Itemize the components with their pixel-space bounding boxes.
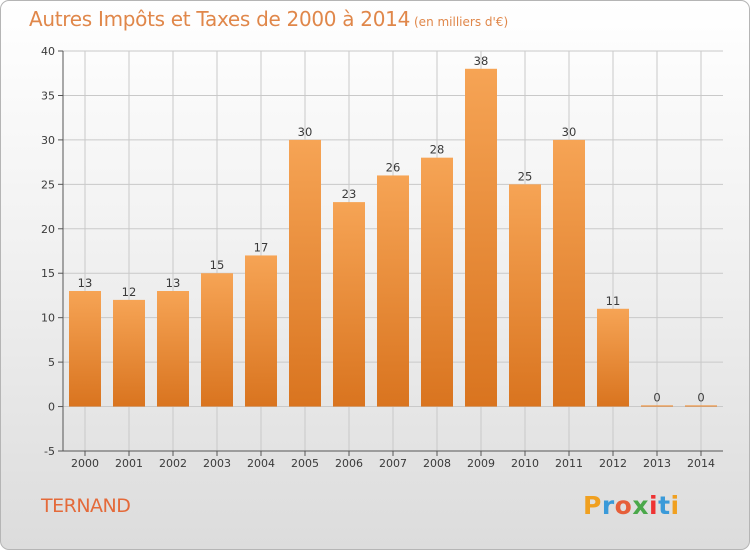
- value-label-2007: 26: [386, 160, 401, 174]
- bar-2014: [685, 405, 717, 407]
- value-label-2009: 38: [474, 54, 489, 68]
- logo-letter: x: [632, 491, 649, 520]
- x-tick-label: 2007: [379, 457, 407, 470]
- bar-2011: [553, 139, 585, 407]
- value-label-2012: 11: [606, 294, 621, 308]
- bars: [69, 68, 717, 407]
- bar-2004: [245, 255, 277, 407]
- y-tick-label: 25: [41, 178, 55, 191]
- value-label-2001: 12: [122, 285, 137, 299]
- chart-title-text: Autres Impôts et Taxes de 2000 à 2014: [29, 7, 410, 31]
- x-tick-label: 2001: [115, 457, 143, 470]
- logo-letter: t: [658, 491, 671, 520]
- bar-2005: [289, 139, 321, 407]
- bar-2013: [641, 405, 673, 407]
- y-tick-label: -5: [44, 445, 55, 458]
- x-tick-label: 2013: [643, 457, 671, 470]
- value-label-2004: 17: [254, 240, 269, 254]
- bar-2003: [201, 273, 233, 407]
- logo-letter: o: [614, 491, 633, 520]
- y-tick-label: 5: [48, 356, 55, 369]
- x-tick-label: 2008: [423, 457, 451, 470]
- bar-2007: [377, 175, 409, 407]
- value-label-2005: 30: [298, 125, 313, 139]
- value-label-2006: 23: [342, 187, 357, 201]
- x-tick-label: 2002: [159, 457, 187, 470]
- bar-2001: [113, 299, 145, 407]
- value-label-2000: 13: [78, 276, 93, 290]
- y-tick-label: 10: [41, 312, 55, 325]
- x-tick-label: 2010: [511, 457, 539, 470]
- logo-letter: i: [670, 491, 680, 520]
- logo-letter: P: [583, 491, 602, 520]
- bar-2010: [509, 184, 541, 407]
- bar-2008: [421, 157, 453, 407]
- bar-2002: [157, 291, 189, 407]
- y-tick-label: 0: [48, 401, 55, 414]
- x-tick-label: 2012: [599, 457, 627, 470]
- y-tick-label: 20: [41, 223, 55, 236]
- x-tick-label: 2005: [291, 457, 319, 470]
- chart-title-unit: (en milliers d'€): [414, 15, 509, 29]
- bar-2000: [69, 291, 101, 407]
- value-label-2010: 25: [518, 169, 533, 183]
- logo-letter: i: [649, 491, 659, 520]
- bar-2006: [333, 202, 365, 407]
- value-labels: 13 12 13 15 17 30 23 26 28 38 25 30 11 0 0: [78, 54, 705, 405]
- x-tick-label: 2004: [247, 457, 275, 470]
- logo-letter: r: [601, 491, 615, 520]
- y-tick-label: 35: [41, 89, 55, 102]
- x-tick-label: 2006: [335, 457, 363, 470]
- bar-2012: [597, 308, 629, 407]
- x-tick-label: 2000: [71, 457, 99, 470]
- x-tick-label: 2003: [203, 457, 231, 470]
- proxiti-logo: Proxiti: [583, 491, 680, 520]
- y-tick-label: 40: [41, 45, 55, 58]
- axes: -5 0 5 10 15 20 25 30 35 40 2000 2001 2002 2003 2004 20…: [41, 45, 723, 470]
- y-tick-label: 15: [41, 267, 55, 280]
- value-label-2014: 0: [697, 390, 704, 404]
- y-tick-label: 30: [41, 134, 55, 147]
- value-label-2003: 15: [210, 258, 225, 272]
- value-label-2002: 13: [166, 276, 181, 290]
- bar-2009: [465, 68, 497, 407]
- x-tick-label: 2011: [555, 457, 583, 470]
- value-label-2013: 0: [653, 390, 660, 404]
- x-tick-label: 2009: [467, 457, 495, 470]
- chart-title: Autres Impôts et Taxes de 2000 à 2014 (en…: [29, 7, 508, 31]
- value-label-2011: 30: [562, 125, 577, 139]
- x-tick-label: 2014: [687, 457, 715, 470]
- commune-name: TERNAND: [41, 495, 131, 517]
- value-label-2008: 28: [430, 143, 445, 157]
